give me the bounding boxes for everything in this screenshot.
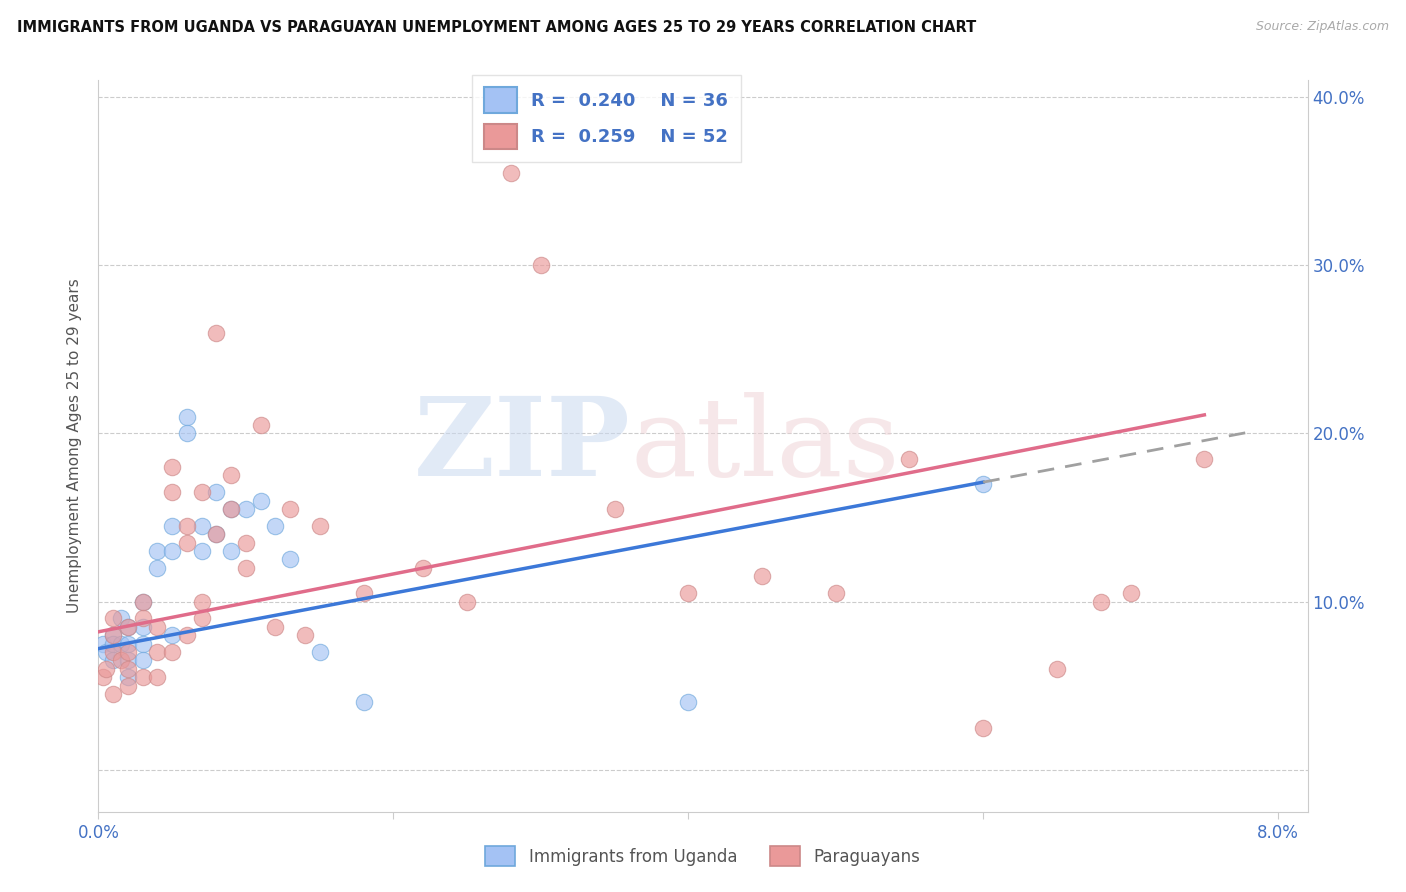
Point xyxy=(110,653,132,667)
Point xyxy=(412,561,434,575)
Point xyxy=(131,611,153,625)
Point xyxy=(117,620,139,634)
Point xyxy=(294,628,316,642)
Point xyxy=(353,586,375,600)
Point xyxy=(353,695,375,709)
Point xyxy=(456,594,478,608)
Point xyxy=(101,653,124,667)
Point xyxy=(751,569,773,583)
Point xyxy=(1090,594,1112,608)
Point xyxy=(501,166,523,180)
Point xyxy=(264,620,287,634)
Point xyxy=(160,628,183,642)
Text: ZIP: ZIP xyxy=(413,392,630,500)
Point xyxy=(278,552,301,566)
Point xyxy=(824,586,846,600)
Point xyxy=(176,426,198,441)
Point xyxy=(205,527,228,541)
Point xyxy=(219,544,242,558)
Point xyxy=(603,502,626,516)
Point xyxy=(146,620,169,634)
Point xyxy=(117,670,139,684)
Point xyxy=(131,594,153,608)
Point xyxy=(117,653,139,667)
Point xyxy=(91,670,114,684)
Point xyxy=(176,519,198,533)
Point xyxy=(146,670,169,684)
Point xyxy=(146,544,169,558)
Point xyxy=(117,620,139,634)
Point xyxy=(678,586,700,600)
Point xyxy=(117,636,139,650)
Text: Source: ZipAtlas.com: Source: ZipAtlas.com xyxy=(1256,20,1389,33)
Point xyxy=(235,535,257,549)
Point xyxy=(972,476,994,491)
Point xyxy=(249,493,271,508)
Point xyxy=(190,519,212,533)
Point xyxy=(101,628,124,642)
Point xyxy=(94,662,117,676)
Point xyxy=(101,628,124,642)
Point xyxy=(205,485,228,500)
Point xyxy=(190,594,212,608)
Point xyxy=(219,468,242,483)
Point xyxy=(160,460,183,475)
Point xyxy=(131,594,153,608)
Point xyxy=(146,561,169,575)
Point xyxy=(530,258,553,272)
Point xyxy=(219,502,242,516)
Point xyxy=(190,485,212,500)
Point xyxy=(131,620,153,634)
Point xyxy=(308,519,330,533)
Text: atlas: atlas xyxy=(630,392,900,500)
Point xyxy=(219,502,242,516)
Point xyxy=(101,611,124,625)
Point xyxy=(972,721,994,735)
Point xyxy=(117,662,139,676)
Point xyxy=(146,645,169,659)
Point xyxy=(235,561,257,575)
Point xyxy=(1194,451,1216,466)
Point xyxy=(308,645,330,659)
Point xyxy=(235,502,257,516)
Point xyxy=(110,636,132,650)
Point xyxy=(131,653,153,667)
Point xyxy=(176,535,198,549)
Point xyxy=(898,451,921,466)
Point xyxy=(176,628,198,642)
Point xyxy=(110,611,132,625)
Text: IMMIGRANTS FROM UGANDA VS PARAGUAYAN UNEMPLOYMENT AMONG AGES 25 TO 29 YEARS CORR: IMMIGRANTS FROM UGANDA VS PARAGUAYAN UNE… xyxy=(17,20,976,35)
Point xyxy=(249,417,271,432)
Y-axis label: Unemployment Among Ages 25 to 29 years: Unemployment Among Ages 25 to 29 years xyxy=(67,278,83,614)
Point xyxy=(91,636,114,650)
Legend: Immigrants from Uganda, Paraguayans: Immigrants from Uganda, Paraguayans xyxy=(478,839,928,873)
Point xyxy=(205,527,228,541)
Point xyxy=(278,502,301,516)
Point xyxy=(101,687,124,701)
Legend: R =  0.240    N = 36, R =  0.259    N = 52: R = 0.240 N = 36, R = 0.259 N = 52 xyxy=(472,75,741,161)
Point xyxy=(176,409,198,424)
Point xyxy=(117,645,139,659)
Point xyxy=(160,519,183,533)
Point xyxy=(160,485,183,500)
Point xyxy=(1046,662,1069,676)
Point xyxy=(190,611,212,625)
Point xyxy=(205,326,228,340)
Point xyxy=(101,636,124,650)
Point xyxy=(117,679,139,693)
Point xyxy=(678,695,700,709)
Point xyxy=(131,636,153,650)
Point xyxy=(1119,586,1142,600)
Point xyxy=(190,544,212,558)
Point xyxy=(160,645,183,659)
Point xyxy=(94,645,117,659)
Point xyxy=(160,544,183,558)
Point xyxy=(131,670,153,684)
Point xyxy=(101,645,124,659)
Point xyxy=(264,519,287,533)
